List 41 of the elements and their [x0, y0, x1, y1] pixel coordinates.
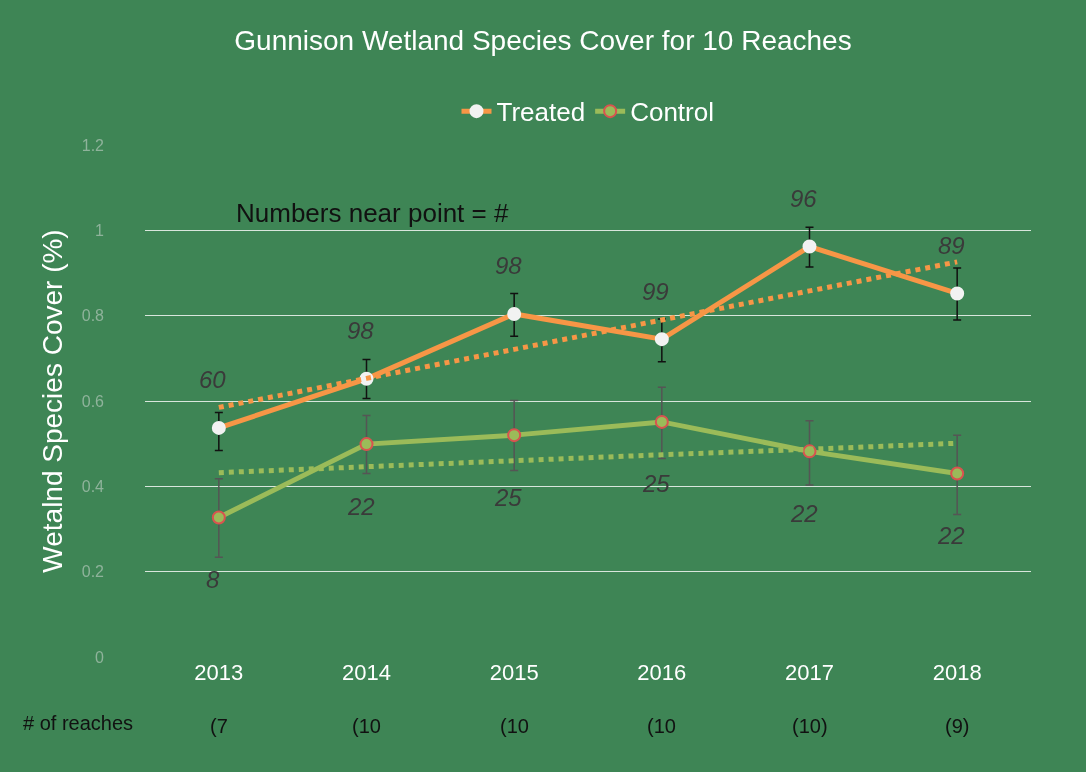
annotation: 96	[790, 185, 818, 212]
text: (10	[352, 715, 381, 737]
annotation: 99	[642, 278, 669, 305]
x-tick-label: 2015	[489, 660, 539, 685]
point	[507, 428, 522, 443]
x-tick-label: 2014	[342, 660, 391, 685]
annotation: Numbers near point = #	[236, 198, 509, 228]
y-tick-label: 0	[95, 648, 105, 666]
y-tick-label: 0.4	[81, 477, 105, 495]
x-tick-label: 2016	[637, 660, 687, 685]
y-tick-label: 0.6	[81, 392, 105, 410]
point	[359, 437, 374, 452]
y-tick-label: 0.2	[81, 563, 105, 581]
text: # of reaches	[23, 712, 134, 734]
annotation: 22	[790, 500, 818, 527]
text: (10	[500, 715, 529, 737]
text: (10)	[792, 715, 828, 737]
annotation: 60	[199, 366, 227, 393]
y-tick-label: 1	[95, 221, 105, 239]
y-tick-label: 0.8	[81, 307, 105, 325]
x-tick-label: 2017	[785, 660, 834, 685]
annotation: 25	[494, 484, 523, 511]
chart-title: Gunnison Wetland Species Cover for 10 Reaches	[234, 25, 852, 57]
annotation: 98	[495, 252, 523, 279]
point	[654, 414, 669, 429]
y-axis-title: Wetalnd Species Cover (%)	[37, 229, 69, 573]
text: (10	[647, 715, 676, 737]
legend-label: Control	[630, 97, 714, 128]
annotation: 98	[347, 317, 375, 344]
x-tick-label: 2013	[194, 660, 244, 685]
y-tick-label: 1.2	[81, 136, 105, 154]
x-tick-label: 2018	[932, 660, 982, 685]
annotation: 22	[937, 522, 965, 549]
text: (9)	[945, 715, 970, 737]
text: (7	[210, 715, 228, 737]
annotation: 8	[206, 566, 220, 593]
point	[950, 466, 965, 481]
legend-label: Treated	[496, 97, 586, 128]
annotation: 89	[938, 232, 965, 259]
point	[211, 510, 226, 525]
annotation: 22	[347, 493, 375, 520]
